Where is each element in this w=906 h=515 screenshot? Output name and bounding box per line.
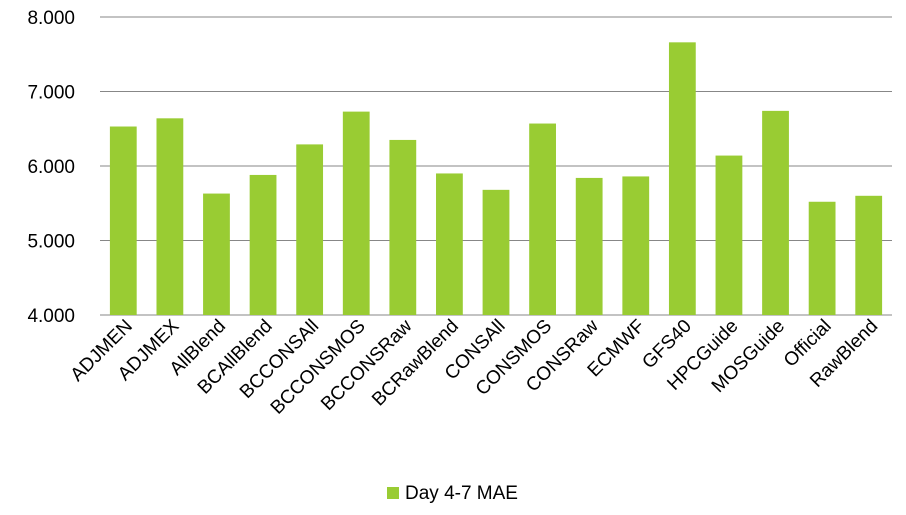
bar-bcconsmos (342, 111, 370, 316)
bar-consmos (529, 123, 556, 315)
legend-label: Day 4-7 MAE (405, 483, 518, 504)
bar-gfs40 (668, 42, 696, 316)
bar-ecmwf (622, 176, 650, 315)
y-tick-label: 7.000 (27, 83, 75, 104)
bar-bcallblend (249, 174, 277, 315)
x-axis-ticks: ADJMENADJMEXAllBlendBCAllBlendBCCONSAllB… (67, 315, 883, 418)
bar-rawblend (855, 195, 883, 315)
bar-hpcguide (715, 155, 743, 315)
legend-swatch (387, 487, 399, 499)
bar-consraw (575, 177, 603, 315)
bar-allblend (203, 193, 230, 315)
gridlines (100, 16, 892, 316)
y-tick-label: 4.000 (27, 306, 75, 327)
legend: Day 4-7 MAE (387, 483, 518, 504)
bar-bcconsall (296, 144, 324, 315)
bar-adjmen (109, 126, 137, 315)
bar-bcrawblend (436, 173, 463, 315)
bar-mosguide (762, 110, 789, 316)
bar-bcconsraw (389, 139, 417, 315)
bar-adjmex (156, 118, 184, 315)
bar-official (808, 201, 836, 315)
y-tick-label: 5.000 (27, 232, 75, 253)
bars (109, 42, 883, 316)
y-axis-ticks: 4.000 5.000 6.000 7.000 8.000 (27, 8, 75, 327)
y-tick-label: 6.000 (27, 157, 75, 178)
y-tick-label: 8.000 (27, 8, 75, 29)
bar-consall (482, 189, 510, 315)
